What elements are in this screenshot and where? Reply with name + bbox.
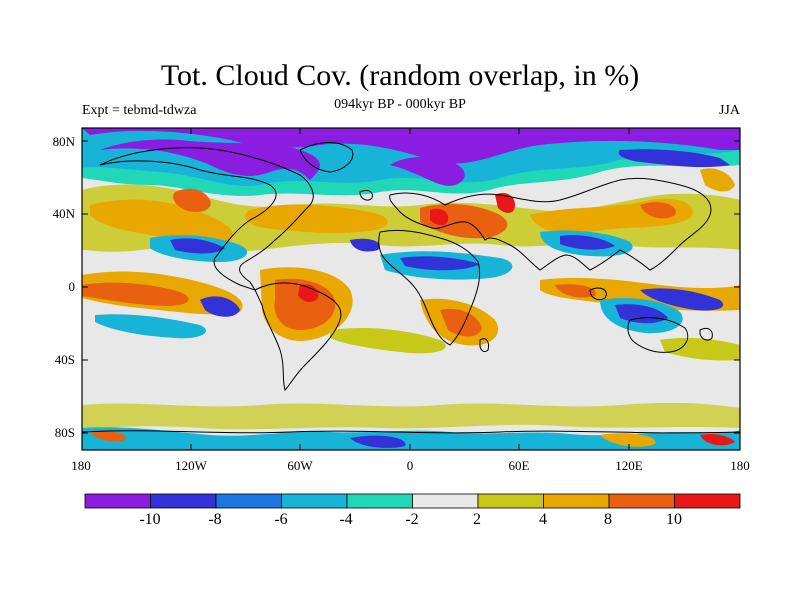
colorbar-box xyxy=(477,493,544,509)
colorbar-box xyxy=(412,493,479,509)
cloud-anomaly-field xyxy=(82,128,740,450)
lon-tick-60w: 60W xyxy=(287,458,313,473)
colorbar-label: 8 xyxy=(604,511,612,528)
colorbar-box xyxy=(150,493,217,509)
colorbar-box xyxy=(674,493,741,509)
colorbar-label: -4 xyxy=(339,511,353,528)
lon-tick-120w: 120W xyxy=(175,458,207,473)
experiment-label: Expt = tebmd-tdwza xyxy=(82,103,197,118)
lat-tick-0: 0 xyxy=(68,279,76,294)
lon-tick-120e: 120E xyxy=(615,458,643,473)
map-title: Tot. Cloud Cov. (random overlap, in %) xyxy=(160,59,640,92)
colorbar-box xyxy=(608,493,675,509)
colorbar xyxy=(84,493,741,509)
colorbar-label: -8 xyxy=(208,511,222,528)
map-frame xyxy=(81,127,741,451)
colorbar-label: -10 xyxy=(139,511,161,528)
colorbar-label: -6 xyxy=(274,511,288,528)
colorbar-box xyxy=(215,493,282,509)
coastlines xyxy=(82,142,740,434)
lon-tick-180w: 180 xyxy=(71,458,91,473)
lat-tick-80n: 80N xyxy=(52,134,75,149)
map-subtitle: 094kyr BP - 000kyr BP xyxy=(334,97,466,112)
lon-tick-60e: 60E xyxy=(508,458,530,473)
season-label: JJA xyxy=(718,103,740,118)
lat-tick-80s: 80S xyxy=(54,425,75,440)
colorbar-label: 2 xyxy=(473,511,481,528)
lat-tick-40n: 40N xyxy=(52,206,75,221)
colorbar-box xyxy=(346,493,413,509)
axis-ticks xyxy=(81,128,741,450)
colorbar-box xyxy=(543,493,610,509)
colorbar-label: -2 xyxy=(405,511,419,528)
colorbar-label: 4 xyxy=(539,511,547,528)
colorbar-box xyxy=(281,493,348,509)
colorbar-box xyxy=(84,493,151,509)
lon-tick-0: 0 xyxy=(406,458,414,473)
lat-tick-40s: 40S xyxy=(54,352,75,367)
lon-tick-180e: 180 xyxy=(730,458,750,473)
colorbar-label: 10 xyxy=(666,511,682,528)
